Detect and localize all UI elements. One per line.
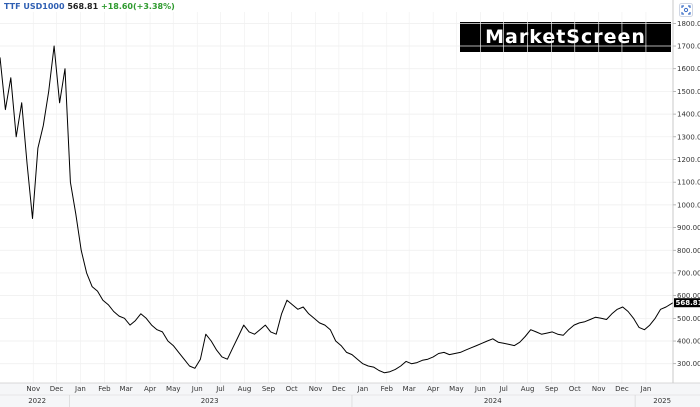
y-tick-label: 800.00 [677,247,700,255]
x-month-label: May [166,385,180,393]
x-axis: Nov Dec Jan Feb Mar Apr May Jun Jul Aug Sep Oct Nov D… [0,382,700,407]
x-month-label: Dec [332,385,346,393]
y-tick-label: 1600.00 [677,65,700,73]
last-price-badge: 568.81 [674,298,700,308]
ticker-header: TTF USD1000 568.81 +18.60(+3.38%) [4,2,175,11]
price-series [0,45,674,374]
x-year-label: 2024 [484,397,502,405]
y-tick-label: 1700.00 [677,43,700,51]
y-tick-label: 300.00 [677,360,700,368]
x-month-label: Mar [119,385,132,393]
grid [0,12,673,383]
last-price-badge-bg [674,298,700,308]
y-tick-label: 1200.00 [677,156,700,164]
x-month-label: Nov [592,385,606,393]
y-tick-label: 400.00 [677,338,700,346]
x-month-label: Jul [215,385,225,393]
y-tick-label: 1500.00 [677,88,700,96]
y-tick-label: 500.00 [677,315,700,323]
y-tick-label: 700.00 [677,269,700,277]
x-month-label: Jan [640,385,652,393]
x-month-label: Jan [356,385,368,393]
x-month-label: Nov [26,385,40,393]
x-month-label: Nov [309,385,323,393]
x-month-label: Jan [74,385,86,393]
x-month-label: Aug [238,385,252,393]
y-tick-label: 600.00 [677,292,700,300]
x-year-label: 2022 [28,397,46,405]
x-month-label: Apr [427,385,439,393]
symbol-label: TTF USD1000 [4,2,65,11]
x-month-label: Oct [286,385,298,393]
x-year-label: 2025 [653,397,671,405]
x-month-label: Jul [498,385,508,393]
x-month-label: Sep [262,385,276,393]
x-month-label: Jun [474,385,486,393]
change-label: +18.60(+3.38%) [100,2,175,11]
y-tick-label: 1000.00 [677,201,700,209]
y-tick-label: 1400.00 [677,111,700,119]
expand-icon[interactable] [679,3,693,17]
x-month-label: Dec [50,385,64,393]
x-month-label: Feb [381,385,394,393]
x-year-label: 2023 [201,397,219,405]
y-tick-label: 900.00 [677,224,700,232]
y-axis: 300.00 400.00 500.00 600.00 700.00 800.00 900.… [672,0,700,383]
x-month-label: Sep [545,385,559,393]
marketscreen-logo: MarketScreen [460,22,671,52]
price-line [0,45,674,374]
x-month-label: Oct [569,385,581,393]
y-tick-label: 1300.00 [677,133,700,141]
x-month-label: May [449,385,463,393]
x-month-label: Jun [191,385,203,393]
x-month-label: Feb [98,385,111,393]
x-month-label: Apr [144,385,156,393]
x-month-label: Dec [615,385,629,393]
last-price-badge-label: 568.81 [676,299,700,307]
price-label: 568.81 [67,2,99,11]
x-month-label: Aug [521,385,535,393]
x-month-label: Mar [403,385,416,393]
y-tick-label: 1100.00 [677,179,700,187]
y-tick-label: 1800.00 [677,20,700,28]
